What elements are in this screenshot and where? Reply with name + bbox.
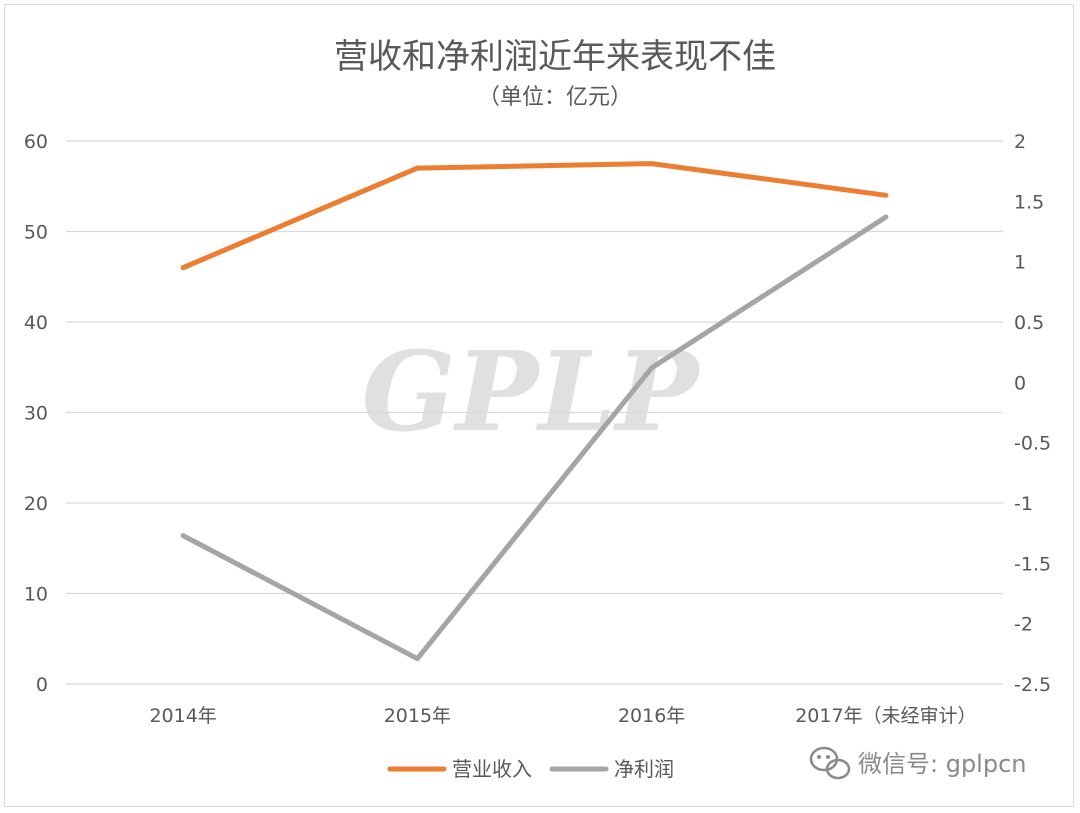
- left-tick-label: 50: [24, 222, 48, 244]
- left-tick-label: 20: [24, 493, 48, 515]
- x-tick-label: 2014年: [149, 705, 216, 727]
- series-group: [180, 161, 889, 662]
- x-tick-label: 2016年: [618, 705, 685, 727]
- right-axis-ticks: -2.5 -2 -1.5 -1 -0.5 0 0.5 1 1.5 2: [1014, 131, 1051, 696]
- left-axis-ticks: 0 10 20 30 40 50 60: [24, 131, 48, 696]
- legend-label: 营业收入: [452, 757, 532, 781]
- right-tick-label: 0: [1014, 372, 1026, 394]
- right-tick-label: 2: [1014, 131, 1026, 153]
- chart-title: 营收和净利润近年来表现不佳: [334, 37, 776, 77]
- gridlines: [66, 140, 1003, 685]
- chart-subtitle: （单位：亿元）: [478, 85, 632, 110]
- wechat-icon: [809, 746, 851, 780]
- left-tick-label: 40: [24, 312, 48, 334]
- wechat-badge: 微信号: gplpcn: [809, 746, 1027, 780]
- legend: 营业收入 净利润: [387, 757, 674, 781]
- right-tick-label: -0.5: [1014, 433, 1051, 455]
- right-tick-label: -1.5: [1014, 553, 1051, 575]
- left-tick-label: 10: [24, 584, 48, 606]
- series-line-left: [180, 161, 889, 271]
- right-tick-label: -2: [1014, 614, 1033, 636]
- chart-frame: [4, 4, 1074, 807]
- watermark: GPLP: [362, 327, 702, 456]
- x-tick-label: 2017年（未经审计）: [795, 705, 976, 727]
- left-tick-label: 60: [24, 131, 48, 153]
- left-tick-label: 30: [24, 403, 48, 425]
- series-line-right: [180, 214, 889, 662]
- legend-label: 净利润: [614, 757, 674, 781]
- left-tick-label: 0: [36, 674, 48, 696]
- right-tick-label: -1: [1014, 493, 1033, 515]
- right-tick-label: -2.5: [1014, 674, 1051, 696]
- right-tick-label: 1.5: [1014, 191, 1044, 213]
- x-tick-label: 2015年: [384, 705, 451, 727]
- right-tick-label: 0.5: [1014, 312, 1044, 334]
- right-tick-label: 1: [1014, 252, 1026, 274]
- x-axis-ticks: 2014年 2015年 2016年 2017年（未经审计）: [149, 705, 976, 727]
- wechat-label: 微信号: gplpcn: [858, 750, 1027, 778]
